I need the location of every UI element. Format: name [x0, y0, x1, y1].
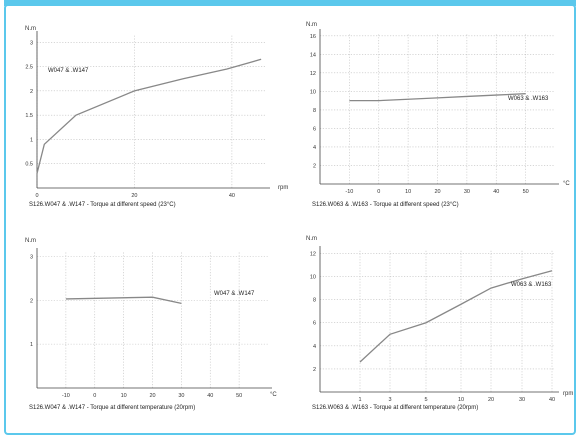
y-tick-label: 2	[30, 298, 33, 304]
x-tick-label: 40	[229, 193, 235, 199]
series-line	[36, 58, 262, 174]
x-tick-label: 30	[519, 397, 525, 403]
x-tick-label: 20	[149, 393, 155, 399]
x-tick-label: 20	[488, 397, 494, 403]
chart-4: 2 4 6 8 10 12 1 3 5 10 20 30 40 N.m rpm W063 & .W163 S12…	[306, 236, 573, 411]
y-tick-label: 0.5	[25, 162, 33, 168]
y-axis-unit: N.m	[25, 238, 36, 244]
series-line	[359, 270, 553, 363]
chart-caption: S126.W063 & .W163 - Torque at different …	[312, 405, 478, 411]
series-label: W063 & .W163	[511, 282, 552, 288]
x-axis-unit: rpm	[278, 185, 288, 191]
y-tick-label: 1	[30, 342, 33, 348]
y-axis-unit: N.m	[25, 26, 36, 32]
y-tick-label: 6	[313, 321, 316, 327]
y-tick-label: 1.5	[25, 113, 33, 119]
x-tick-label: 20	[434, 189, 440, 195]
y-tick-label: 12	[310, 71, 316, 77]
y-tick-label: 4	[313, 344, 316, 350]
x-tick-label: 30	[464, 189, 470, 195]
x-tick-label: 10	[458, 397, 464, 403]
y-tick-label: 2	[30, 89, 33, 95]
y-tick-label: 12	[310, 251, 316, 257]
chart-3: 1 2 3 -10 0 10 20 30 40 50 N.m °C W047 & .W147 S126.W…	[25, 238, 277, 411]
x-tick-label: 50	[236, 393, 242, 399]
y-tick-label: 1	[30, 137, 33, 143]
x-tick-label: 0	[93, 393, 96, 399]
y-tick-label: 6	[313, 126, 316, 132]
chart-caption: S126.W047 & .W147 - Torque at different …	[29, 405, 195, 411]
series-line	[65, 296, 182, 304]
y-tick-label: 16	[310, 34, 316, 40]
series-label: W063 & .W163	[508, 96, 549, 102]
y-tick-label: 2	[313, 163, 316, 169]
y-tick-label: 14	[310, 52, 316, 58]
y-tick-label: 10	[310, 275, 316, 281]
y-tick-label: 3	[30, 40, 33, 46]
chart-2: 2 4 6 8 10 12 14 16 -10 0 10 20 30 40 50 N.m °C W063 & .W…	[306, 22, 570, 208]
frame-top-strip	[4, 0, 576, 6]
y-axis-unit: N.m	[306, 22, 317, 28]
y-tick-label: 3	[30, 254, 33, 260]
figure-frame	[4, 4, 576, 435]
series-label: W047 & .W147	[48, 68, 89, 74]
y-tick-label: 10	[310, 89, 316, 95]
y-tick-label: 8	[313, 298, 316, 304]
x-axis-unit: rpm	[563, 391, 573, 397]
chart-caption: S126.W063 & .W163 - Torque at different …	[312, 202, 459, 208]
series-line	[349, 93, 526, 102]
x-tick-label: 30	[178, 393, 184, 399]
series-label: W047 & .W147	[214, 291, 255, 297]
y-tick-label: 4	[313, 145, 316, 151]
x-tick-label: 50	[523, 189, 529, 195]
chart-caption: S126.W047 & .W147 - Torque at different …	[29, 202, 176, 208]
x-tick-label: 5	[424, 397, 427, 403]
x-tick-label: 10	[121, 393, 127, 399]
x-tick-label: 40	[207, 393, 213, 399]
y-tick-label: 2	[313, 367, 316, 373]
x-tick-label: 0	[35, 193, 38, 199]
chart-1: 0.5 1 1.5 2 2.5 3 0 20 40 N.m rpm W047 & .W147 S126.…	[25, 26, 288, 208]
x-tick-label: -10	[345, 189, 353, 195]
x-axis-unit: °C	[563, 181, 570, 187]
x-tick-label: 40	[549, 397, 555, 403]
x-tick-label: -10	[62, 393, 70, 399]
x-tick-label: 1	[358, 397, 361, 403]
y-axis-unit: N.m	[306, 236, 317, 242]
x-axis-unit: °C	[270, 392, 277, 398]
x-tick-label: 0	[377, 189, 380, 195]
x-tick-label: 40	[493, 189, 499, 195]
x-tick-label: 10	[405, 189, 411, 195]
x-tick-label: 3	[388, 397, 391, 403]
y-tick-label: 8	[313, 108, 316, 114]
y-tick-label: 2.5	[25, 65, 33, 71]
x-tick-label: 20	[131, 193, 137, 199]
